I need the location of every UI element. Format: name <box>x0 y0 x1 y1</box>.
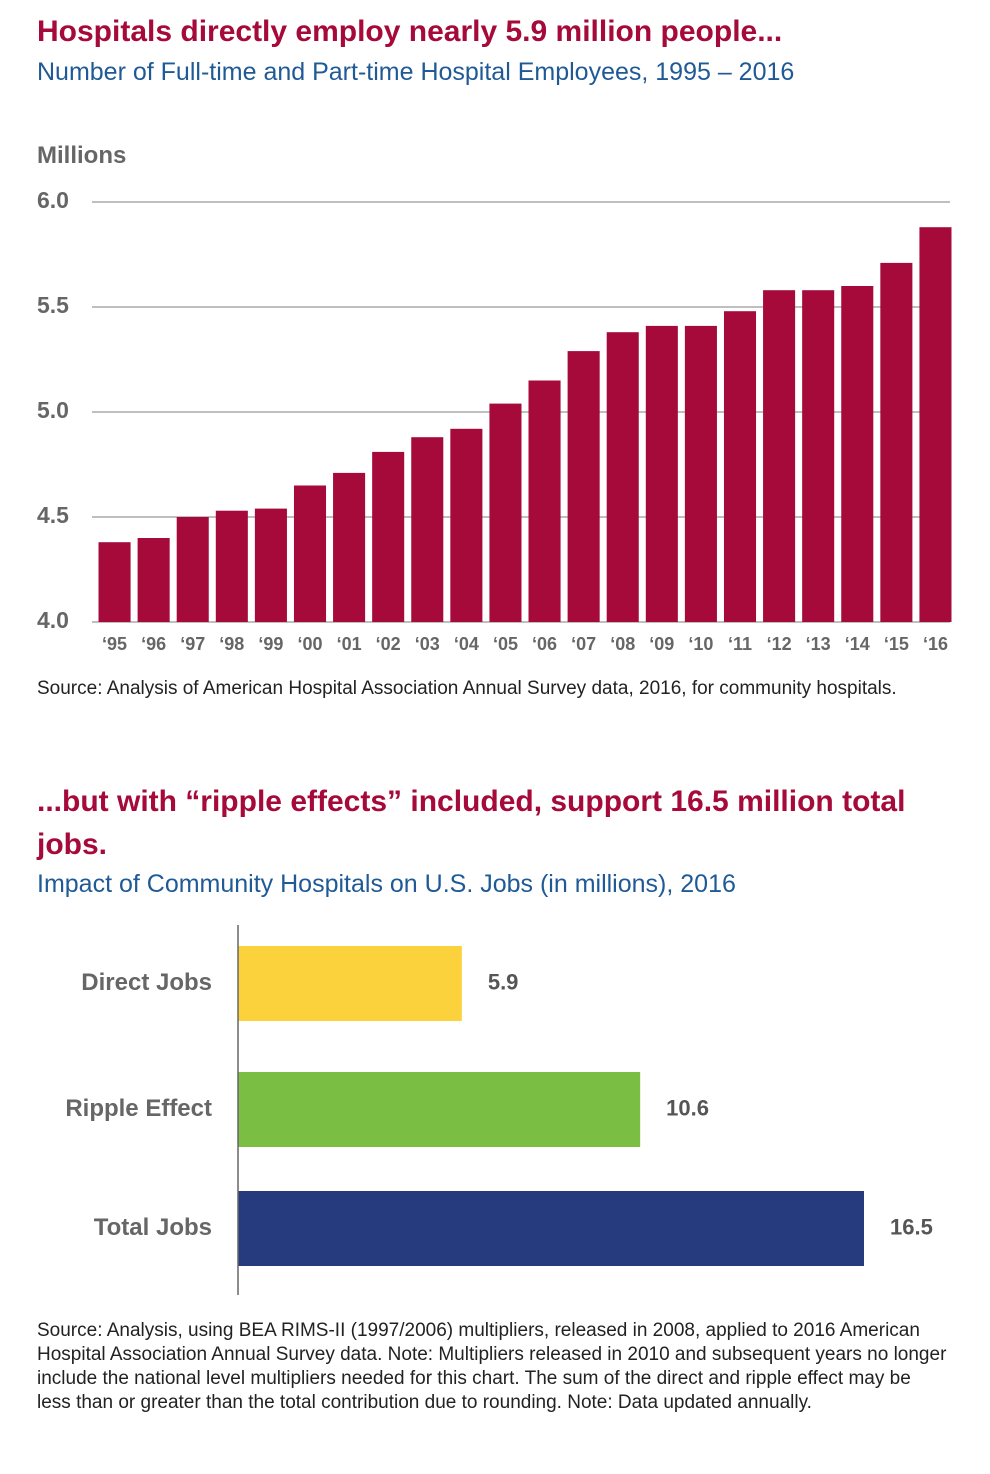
bar <box>293 485 327 622</box>
x-tick-label: ‘01 <box>337 634 362 654</box>
bar <box>684 325 717 622</box>
value-label: 16.5 <box>890 1214 933 1239</box>
value-label: 5.9 <box>488 969 519 994</box>
x-tick-label: ‘02 <box>376 634 401 654</box>
x-tick-label: ‘99 <box>258 634 283 654</box>
y-tick-label: 4.5 <box>37 502 69 528</box>
source-note: Source: Analysis, using BEA RIMS-II (199… <box>37 1320 947 1413</box>
bar <box>567 351 600 622</box>
bar <box>489 403 522 622</box>
bar <box>841 286 874 622</box>
bar <box>919 227 952 622</box>
y-tick-label: 5.0 <box>37 397 69 423</box>
value-label: 10.6 <box>666 1095 709 1120</box>
x-tick-label: ‘98 <box>219 634 244 654</box>
bar <box>333 472 366 622</box>
bar <box>238 946 462 1021</box>
x-tick-label: ‘11 <box>728 634 752 654</box>
bar <box>606 332 639 622</box>
bar <box>723 311 757 622</box>
chart-subtitle: Number of Full-time and Part-time Hospit… <box>37 58 795 86</box>
bar <box>645 325 678 622</box>
bar <box>215 510 248 622</box>
bar <box>802 290 835 622</box>
x-tick-label: ‘10 <box>688 634 713 654</box>
bar <box>450 428 483 622</box>
bar <box>528 380 561 622</box>
x-tick-label: ‘09 <box>649 634 674 654</box>
bar <box>880 262 913 622</box>
chart-subtitle: Impact of Community Hospitals on U.S. Jo… <box>37 870 736 898</box>
x-tick-label: ‘04 <box>454 634 479 654</box>
x-tick-label: ‘08 <box>610 634 635 654</box>
bar <box>176 517 209 622</box>
bar <box>372 451 405 622</box>
x-tick-label: ‘15 <box>884 634 909 654</box>
x-tick-label: ‘07 <box>571 634 596 654</box>
y-tick-label: 6.0 <box>37 187 69 213</box>
chart-title: ...but with “ripple effects” included, s… <box>37 785 906 861</box>
x-tick-label: ‘95 <box>102 634 127 654</box>
category-label: Total Jobs <box>94 1214 212 1241</box>
bar <box>411 437 444 622</box>
x-tick-label: ‘16 <box>923 634 948 654</box>
x-tick-label: ‘97 <box>180 634 205 654</box>
bar <box>254 508 287 622</box>
y-axis-label: Millions <box>37 142 127 169</box>
category-label: Ripple Effect <box>65 1095 212 1122</box>
source-note: Source: Analysis of American Hospital As… <box>37 678 897 699</box>
category-label: Direct Jobs <box>81 969 212 996</box>
x-tick-label: ‘00 <box>297 634 322 654</box>
x-tick-label: ‘05 <box>493 634 518 654</box>
x-tick-label: ‘12 <box>767 634 792 654</box>
y-tick-label: 5.5 <box>37 292 69 318</box>
bar <box>98 542 131 622</box>
chart-title: Hospitals directly employ nearly 5.9 mil… <box>37 15 783 48</box>
bar <box>238 1191 864 1266</box>
x-tick-label: ‘06 <box>532 634 557 654</box>
bar <box>763 290 796 622</box>
bar <box>137 538 170 622</box>
x-tick-label: ‘14 <box>845 634 870 654</box>
bar <box>238 1072 641 1147</box>
y-tick-label: 4.0 <box>37 607 69 633</box>
x-tick-label: ‘03 <box>415 634 440 654</box>
x-tick-label: ‘13 <box>806 634 831 654</box>
x-tick-label: ‘96 <box>141 634 166 654</box>
